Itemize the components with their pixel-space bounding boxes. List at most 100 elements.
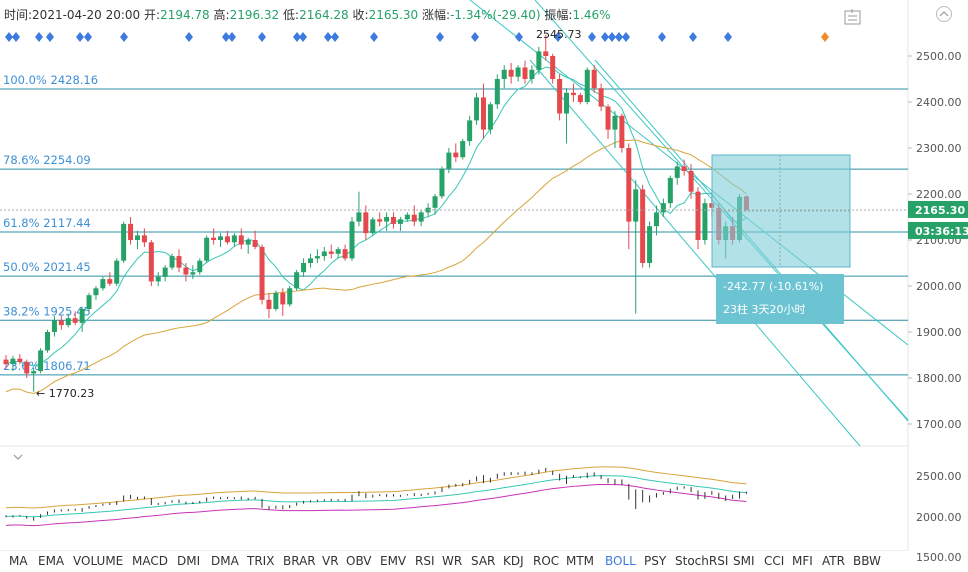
measure-duration-text: 23柱 3天20小时 [723,302,806,316]
ohlc-info-bar: 时间:2021-04-20 20:00 开:2194.78 高:2196.32 … [4,6,611,23]
time-label: 时间: [4,8,33,22]
tab-cci[interactable]: CCI [764,554,785,568]
tab-kdj[interactable]: KDJ [503,554,524,568]
candle-body [224,236,230,243]
collapse-up-icon[interactable] [934,5,954,23]
candle [626,143,632,250]
candle-body [640,189,646,263]
candle-body [31,371,37,374]
signal-diamond-marker [185,32,193,42]
candle [384,212,390,231]
candle [605,104,611,139]
tab-ema[interactable]: EMA [38,554,65,568]
candle [681,159,687,176]
candle-body [653,212,659,227]
tab-mfi[interactable]: MFI [792,554,813,568]
candle [446,148,452,174]
candle-body [287,288,293,305]
tab-stochrsi[interactable]: StochRSI [675,554,729,568]
candle [501,65,507,89]
sub-tick-label: 1500.00 [916,551,962,564]
candle-body [128,223,134,240]
tab-vr[interactable]: VR [322,554,339,568]
candle [121,221,127,263]
candle [647,221,653,268]
candle-body [487,104,493,130]
candle [31,367,37,392]
candle-body [93,288,99,296]
tab-volume[interactable]: VOLUME [73,554,124,568]
tab-obv[interactable]: OBV [346,554,372,568]
candle [252,230,258,250]
candle [411,205,417,227]
candle-body [397,219,403,224]
candle [218,233,224,247]
countdown-value: 03:36:13 [915,225,968,238]
candle-body [453,152,459,158]
candle [176,249,182,273]
candle-body [626,148,632,222]
close-value: 2165.30 [368,8,419,22]
candle [404,212,410,222]
amplitude-label: 振幅: [544,8,573,22]
indicator-tabs: MA EMA VOLUME MACD DMI DMA TRIX BRAR VR OBV EMV RSI… [0,552,968,572]
candle-body [100,279,106,289]
candle [328,244,334,259]
chart-settings-icon[interactable] [843,8,863,26]
candle [65,313,71,328]
candle-body [391,217,397,224]
candle-body [688,171,694,192]
candle-body [314,256,320,259]
tab-boll[interactable]: BOLL [605,554,636,568]
candle [79,306,85,332]
candle-body [612,115,618,130]
candle [564,88,570,144]
signal-diamond-marker [554,32,562,42]
candle [162,265,168,282]
candle-body [301,263,307,273]
candle-body [681,166,687,171]
signal-diamond-marker [76,32,84,42]
low-label: 低: [283,8,300,22]
sub-tick-label: 2500.00 [916,470,962,483]
tab-macd[interactable]: MACD [132,554,168,568]
candle-body [356,212,362,222]
candle [418,210,424,227]
candle-body [211,237,217,240]
tab-emv[interactable]: EMV [380,554,407,568]
candle [211,228,217,245]
open-label: 开: [144,8,161,22]
candle-body [273,292,279,309]
tab-ma[interactable]: MA [9,554,28,568]
tab-dma[interactable]: DMA [211,554,239,568]
tab-rsi[interactable]: RSI [415,554,435,568]
tab-smi[interactable]: SMI [733,554,755,568]
candle-body [141,235,147,243]
candle [522,60,528,84]
tab-trix[interactable]: TRIX [247,554,275,568]
candle [100,276,106,291]
candle-body [321,251,327,257]
tab-atr[interactable]: ATR [822,554,845,568]
candle-body [446,152,452,169]
tab-roc[interactable]: ROC [533,554,560,568]
candle [356,191,362,227]
candle [245,237,251,254]
sub-tick-label: 2000.00 [916,511,962,524]
signal-diamond-marker [228,32,236,42]
tab-brar[interactable]: BRAR [283,554,316,568]
candle-body [363,212,369,234]
tab-sar[interactable]: SAR [471,554,496,568]
signal-diamond-marker [222,32,230,42]
tab-bbw[interactable]: BBW [853,554,881,568]
signal-diamond-marker [608,32,616,42]
tab-psy[interactable]: PSY [644,554,667,568]
signal-diamond-marker [120,32,128,42]
signal-diamond-marker [724,32,732,42]
tab-wr[interactable]: WR [442,554,463,568]
tab-dmi[interactable]: DMI [177,554,201,568]
candle [141,228,147,247]
tab-mtm[interactable]: MTM [566,554,595,568]
candle [591,65,597,93]
